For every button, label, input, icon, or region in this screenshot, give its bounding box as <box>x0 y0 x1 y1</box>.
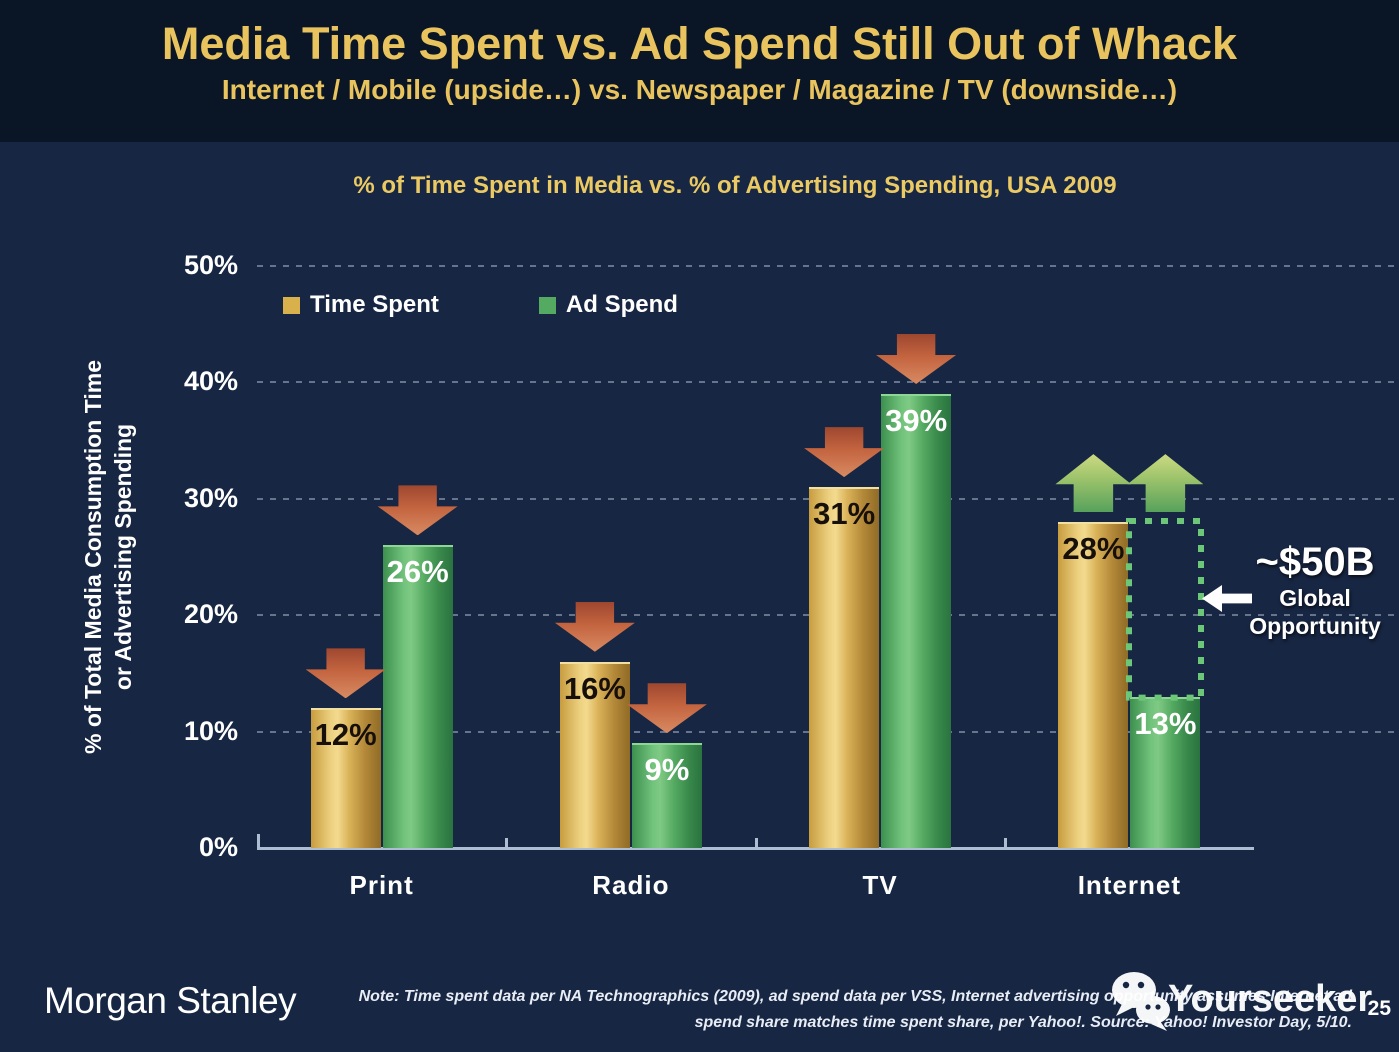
bar-print-time-spent <box>310 708 381 848</box>
bar-tv-ad-spend <box>881 394 952 848</box>
y-tick-label-10%: 10% <box>183 715 238 746</box>
slide-subtitle: Internet / Mobile (upside…) vs. Newspape… <box>221 74 1178 105</box>
bar-value-label: 13% <box>1134 705 1197 741</box>
source-note: Note: Time spent data per NA Technograph… <box>307 984 1352 1036</box>
bar-value-label: 39% <box>885 403 948 439</box>
legend-swatch-gold <box>283 296 300 314</box>
up-arrow-icon <box>1055 454 1132 513</box>
bar-value-label: 26% <box>386 554 449 590</box>
opportunity-amount: ~$50B <box>1255 540 1375 584</box>
down-arrow-icon <box>305 648 386 699</box>
gridline-50% <box>257 265 1398 267</box>
page-number: 25 <box>1367 997 1391 1020</box>
category-label-internet: Internet <box>1077 870 1182 900</box>
bar-internet-ad-spend <box>1130 696 1201 848</box>
y-tick-label-20%: 20% <box>183 599 238 630</box>
down-arrow-icon <box>554 601 635 652</box>
bar-value-label: 16% <box>563 670 626 706</box>
x-axis-tick <box>754 838 758 848</box>
legend-item-ad-spend: Ad Spend <box>538 291 678 319</box>
y-tick-label-30%: 30% <box>183 482 238 513</box>
watermark-text: Yourseeker <box>1168 978 1373 1020</box>
bar-radio-ad-spend <box>631 743 702 848</box>
category-label-tv: TV <box>862 870 898 900</box>
chart-title: % of Time Spent in Media vs. % of Advert… <box>353 172 1117 199</box>
bar-tv-time-spent <box>809 487 880 848</box>
y-axis-stub <box>257 834 260 848</box>
legend-swatch-green <box>538 296 556 314</box>
wechat-icon <box>1112 972 1170 1031</box>
bar-value-label: 12% <box>314 717 377 753</box>
slide-header: Media Time Spent vs. Ad Spend Still Out … <box>0 0 1399 142</box>
source-note-line2: spend share matches time spent share, pe… <box>694 1014 1352 1031</box>
down-arrow-icon <box>876 334 957 385</box>
y-tick-label-50%: 50% <box>183 250 238 280</box>
opportunity-line2: Global <box>1279 585 1351 611</box>
bar-value-label: 31% <box>813 496 876 532</box>
bar-value-label: 9% <box>644 752 690 788</box>
bar-print-ad-spend <box>382 545 453 848</box>
opportunity-dotted-box <box>1126 518 1205 701</box>
bar-internet-time-spent <box>1058 522 1129 848</box>
legend-item-time-spent: Time Spent <box>283 291 439 319</box>
bar-radio-time-spent <box>559 661 630 848</box>
watermark: Yourseeker <box>1108 968 1372 1034</box>
up-arrow-icon <box>1127 454 1204 513</box>
gridline-40% <box>257 381 1398 384</box>
source-note-line1: Note: Time spent data per NA Technograph… <box>358 988 1352 1005</box>
chart-legend: Time Spent Ad Spend <box>283 291 678 319</box>
opportunity-line3: Opportunity <box>1249 613 1381 639</box>
x-axis-line <box>257 847 1254 850</box>
category-label-radio: Radio <box>592 870 670 900</box>
legend-label-time-spent: Time Spent <box>310 291 439 318</box>
x-axis-tick <box>505 838 509 848</box>
y-tick-label-40%: 40% <box>183 366 238 397</box>
x-axis-tick <box>1003 838 1007 848</box>
bar-value-label: 28% <box>1062 531 1125 567</box>
morgan-stanley-logo: Morgan Stanley <box>44 980 297 1021</box>
y-tick-label-0%: 0% <box>198 832 238 862</box>
legend-label-ad-spend: Ad Spend <box>565 291 678 318</box>
opportunity-callout: ~$50B Global Opportunity <box>1230 540 1399 640</box>
down-arrow-icon <box>377 485 458 536</box>
category-label-print: Print <box>349 870 414 900</box>
slide-title: Media Time Spent vs. Ad Spend Still Out … <box>161 18 1238 69</box>
